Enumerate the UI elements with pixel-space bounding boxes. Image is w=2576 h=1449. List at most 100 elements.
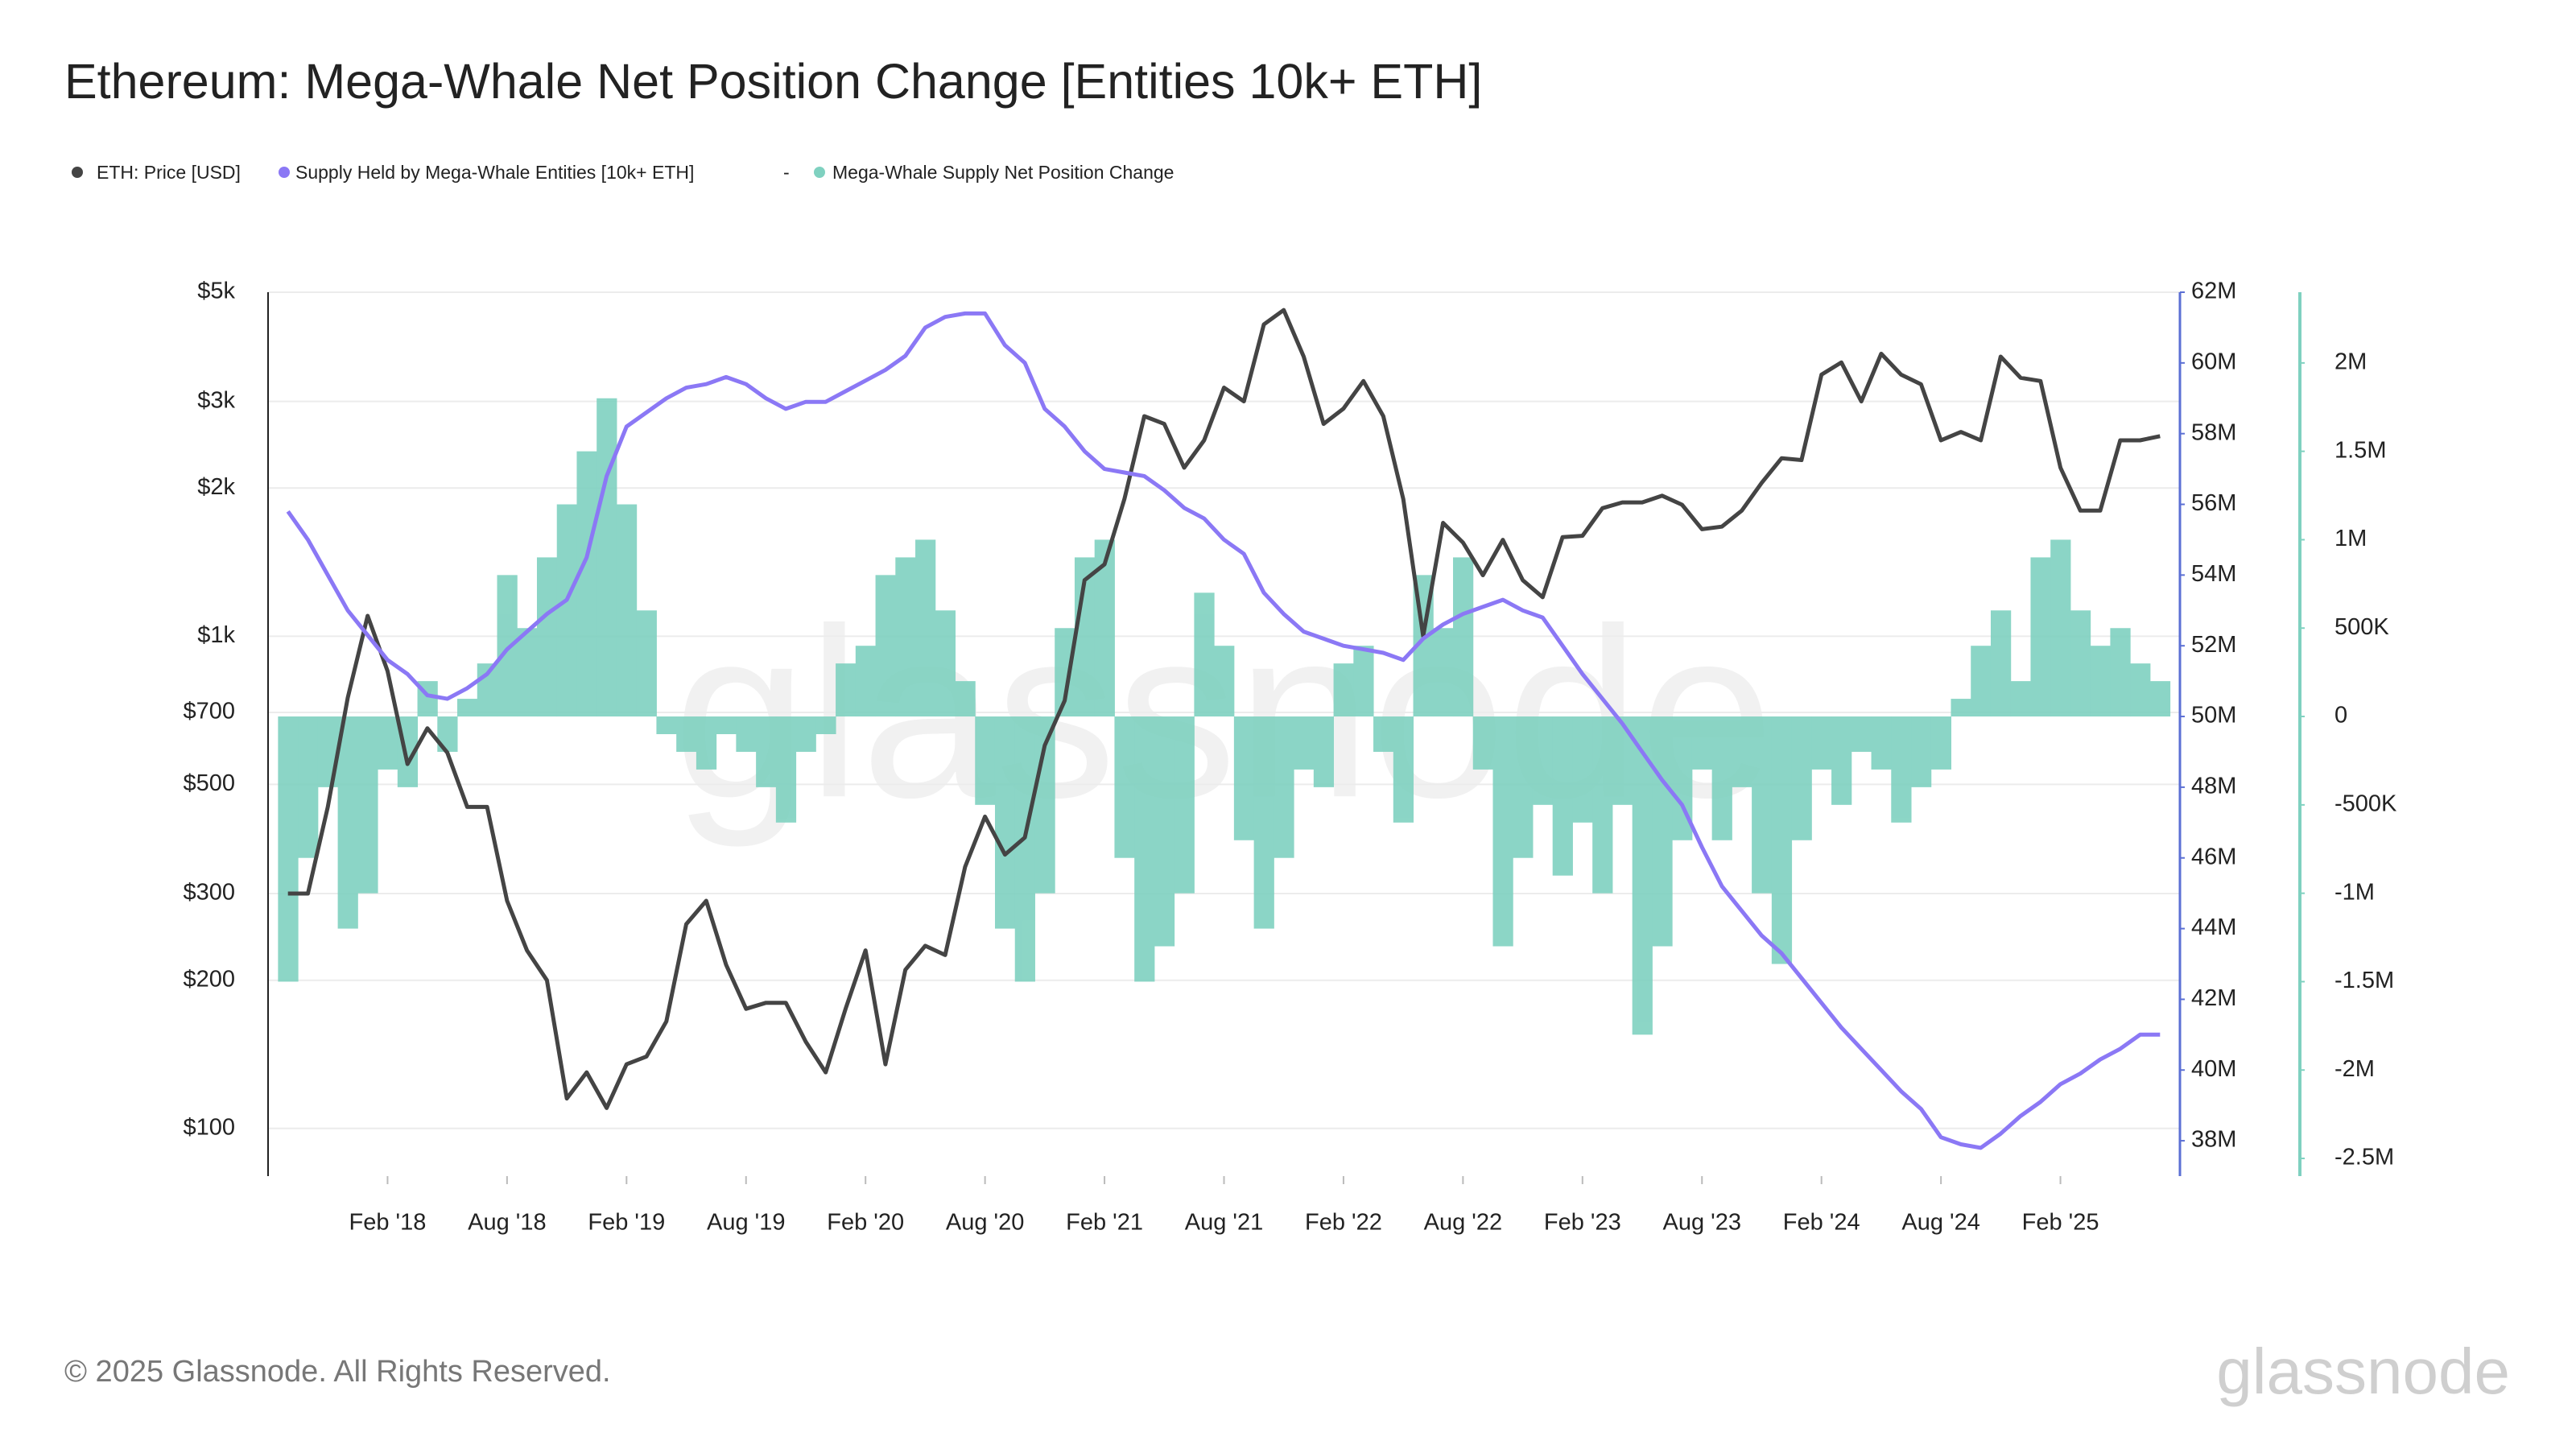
bar: [1333, 663, 1354, 717]
bar: [815, 716, 836, 734]
bar: [1194, 592, 1215, 717]
y-tick-label: $3k: [197, 387, 235, 413]
bar: [1930, 716, 1951, 770]
x-tick-label: Aug '18: [468, 1210, 546, 1236]
y-tick-label: $200: [183, 966, 235, 992]
bar: [1851, 716, 1872, 752]
y2-tick-label: 48M: [2191, 774, 2236, 799]
bar: [736, 716, 757, 752]
bar: [1791, 716, 1812, 840]
x-tick-label: Aug '21: [1185, 1210, 1263, 1236]
legend-label: Mega-Whale Supply Net Position Change: [832, 162, 1174, 183]
legend-label: ETH: Price [USD]: [97, 162, 241, 183]
y-tick-label: $2k: [197, 474, 235, 500]
chart-title: Ethereum: Mega-Whale Net Position Change…: [64, 54, 1482, 109]
legend-label: Supply Held by Mega-Whale Entities [10k+…: [295, 162, 694, 183]
legend-marker: [814, 167, 825, 178]
y2-tick-label: 40M: [2191, 1056, 2236, 1082]
y-tick-label: $1k: [197, 622, 235, 648]
bar: [2149, 681, 2171, 717]
y3-tick-label: -2M: [2334, 1056, 2375, 1082]
x-tick-label: Feb '25: [2022, 1210, 2099, 1236]
y3-tick-label: -1M: [2334, 879, 2375, 905]
bar: [1532, 716, 1554, 805]
bar: [855, 646, 877, 717]
y2-tick-label: 60M: [2191, 349, 2236, 374]
bar: [1453, 557, 1474, 717]
bar: [1492, 716, 1513, 947]
x-tick-label: Feb '20: [827, 1210, 904, 1236]
bar: [2010, 681, 2031, 717]
x-tick-label: Aug '22: [1424, 1210, 1502, 1236]
bar: [1831, 716, 1852, 805]
y2-tick-label: 42M: [2191, 985, 2236, 1011]
bar: [517, 628, 538, 717]
bar: [556, 504, 577, 717]
y2-tick-label: 52M: [2191, 632, 2236, 658]
bar: [1752, 716, 1773, 894]
bar: [875, 575, 896, 717]
y2-tick-label: 58M: [2191, 419, 2236, 445]
bar: [656, 716, 677, 734]
bar: [278, 716, 299, 982]
y3-tick-label: -1.5M: [2334, 968, 2394, 993]
bar: [756, 716, 777, 787]
bar: [636, 610, 657, 717]
y3-tick-label: 0: [2334, 703, 2347, 729]
bar: [1472, 716, 1493, 770]
x-tick-label: Feb '18: [349, 1210, 427, 1236]
y3-tick-label: 1M: [2334, 526, 2367, 551]
bar: [775, 716, 797, 823]
bar: [1711, 716, 1732, 840]
bar: [1632, 716, 1653, 1035]
bar: [616, 504, 638, 717]
y3-tick-label: 1.5M: [2334, 437, 2386, 463]
bar: [457, 699, 478, 717]
bar: [1592, 716, 1613, 894]
bar: [1114, 716, 1135, 858]
bar: [1732, 716, 1752, 787]
bar: [1691, 716, 1713, 770]
legend-marker: [72, 167, 83, 178]
bar: [1393, 716, 1414, 823]
y2-tick-label: 54M: [2191, 561, 2236, 587]
bar: [2070, 610, 2091, 717]
bar: [1951, 699, 1971, 717]
bar: [2050, 539, 2071, 717]
bar: [696, 716, 717, 770]
bar: [2130, 663, 2151, 717]
x-tick-label: Feb '23: [1544, 1210, 1621, 1236]
y-tick-label: $5k: [197, 279, 235, 304]
y-tick-label: $300: [183, 880, 235, 906]
bar: [576, 451, 597, 717]
bar: [1154, 716, 1175, 947]
bar: [1433, 628, 1454, 717]
bar: [1552, 716, 1573, 876]
bar: [597, 398, 617, 717]
bar: [994, 716, 1016, 929]
bar: [716, 716, 737, 734]
bar: [337, 716, 358, 929]
bar: [1811, 716, 1832, 770]
logo: glassnode: [2216, 1335, 2510, 1407]
legend-separator: -: [783, 162, 790, 183]
bar: [1253, 716, 1274, 929]
bar: [1612, 716, 1633, 805]
bar: [955, 681, 976, 717]
x-tick-label: Feb '24: [1783, 1210, 1860, 1236]
y2-tick-label: 56M: [2191, 490, 2236, 516]
bar: [1214, 646, 1235, 717]
net-change-bars: [278, 398, 2171, 1035]
bar: [1652, 716, 1673, 947]
y3-tick-label: 500K: [2334, 614, 2389, 640]
bar: [378, 716, 398, 770]
bar: [915, 539, 936, 717]
bar: [1294, 716, 1315, 770]
bar: [2110, 628, 2131, 717]
bar: [1971, 646, 1992, 717]
bar: [1891, 716, 1912, 823]
bar: [2090, 646, 2111, 717]
y3-tick-label: -2.5M: [2334, 1145, 2394, 1170]
